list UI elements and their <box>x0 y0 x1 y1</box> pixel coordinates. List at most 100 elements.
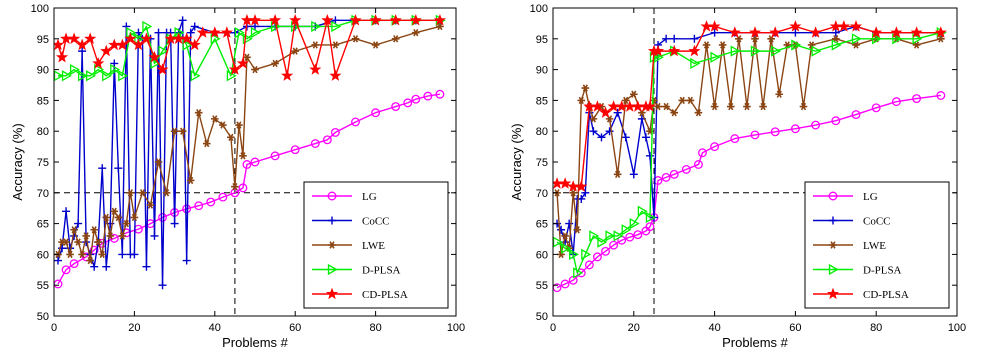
x-tick-label: 60 <box>289 322 301 334</box>
data-point <box>811 120 821 130</box>
data-point <box>851 110 861 120</box>
legend-item-cd-plsa: CD-PLSA <box>312 287 408 301</box>
data-point <box>311 20 322 33</box>
data-point <box>371 108 381 118</box>
data-point <box>910 26 923 38</box>
y-tick-label: 60 <box>536 249 548 261</box>
data-point <box>728 26 741 38</box>
series-group <box>54 13 446 290</box>
data-point <box>329 69 342 81</box>
data-point <box>190 70 201 82</box>
y-tick-label: 60 <box>37 249 49 261</box>
data-point <box>94 238 103 246</box>
data-point <box>605 230 616 242</box>
data-point <box>934 26 947 38</box>
data-point <box>694 109 703 117</box>
data-point <box>182 256 191 265</box>
data-point <box>670 34 679 43</box>
data-point <box>243 53 251 61</box>
data-point <box>391 102 401 112</box>
data-point <box>668 44 681 57</box>
data-point <box>82 232 90 240</box>
data-point <box>327 263 338 276</box>
data-point <box>61 265 71 275</box>
data-point <box>710 142 720 152</box>
data-point <box>126 189 135 197</box>
data-point <box>690 57 701 70</box>
data-point <box>69 63 80 76</box>
data-point <box>633 230 643 240</box>
data-point <box>130 213 139 222</box>
data-point <box>122 219 131 228</box>
data-point <box>561 232 569 240</box>
data-point <box>180 32 193 44</box>
data-point <box>331 16 340 25</box>
data-point <box>290 145 300 155</box>
data-point <box>637 205 648 217</box>
data-point <box>662 34 671 43</box>
x-tick-label: 40 <box>708 322 720 334</box>
data-point <box>621 133 630 142</box>
data-point <box>150 231 159 240</box>
data-point <box>70 226 78 234</box>
data-point <box>645 222 655 232</box>
data-point <box>710 51 721 63</box>
data-point <box>750 45 761 57</box>
data-point <box>110 63 121 76</box>
data-point <box>751 35 759 43</box>
data-point <box>94 63 105 76</box>
data-point <box>208 26 221 38</box>
data-point <box>118 250 127 259</box>
data-point <box>409 13 422 26</box>
data-point <box>231 182 239 191</box>
data-point <box>311 41 320 49</box>
data-point <box>369 13 382 26</box>
legend-label: LG <box>362 191 377 203</box>
data-point <box>670 109 678 117</box>
data-point <box>654 102 662 111</box>
data-point <box>581 84 590 92</box>
series-d-plsa <box>553 27 947 279</box>
data-point <box>892 33 903 45</box>
data-point <box>138 189 147 197</box>
series-group <box>553 20 947 293</box>
y-tick-label: 55 <box>536 280 548 292</box>
data-point <box>154 28 163 37</box>
data-point <box>90 226 98 234</box>
data-point <box>791 39 802 51</box>
legend-item-lg: LG <box>813 191 878 203</box>
y-tick-label: 95 <box>37 34 49 46</box>
data-point <box>809 26 822 38</box>
data-point <box>202 139 211 148</box>
data-point <box>309 63 322 75</box>
data-point <box>98 164 107 173</box>
data-point <box>730 134 740 144</box>
y-tick-label: 75 <box>37 157 49 169</box>
data-point <box>641 133 650 142</box>
data-point <box>328 241 336 249</box>
y-tick-label: 65 <box>37 219 49 231</box>
data-point <box>84 32 97 44</box>
data-point <box>132 38 145 51</box>
data-point <box>837 20 850 32</box>
data-point <box>686 96 695 105</box>
data-point <box>98 250 107 259</box>
data-point <box>872 33 883 45</box>
data-point <box>182 204 192 214</box>
data-point <box>220 26 233 38</box>
data-point <box>643 100 657 112</box>
data-point <box>730 45 741 57</box>
data-point <box>573 226 582 234</box>
data-point <box>102 262 111 271</box>
data-point <box>828 191 838 201</box>
legend-label: LG <box>863 191 878 203</box>
legend-label: CD-PLSA <box>362 289 408 301</box>
data-point <box>557 225 566 234</box>
data-point <box>92 57 105 69</box>
data-point <box>743 102 751 111</box>
data-point <box>581 188 590 197</box>
data-point <box>130 250 139 259</box>
data-point <box>211 115 219 123</box>
data-point <box>569 248 580 261</box>
data-point <box>250 27 261 39</box>
